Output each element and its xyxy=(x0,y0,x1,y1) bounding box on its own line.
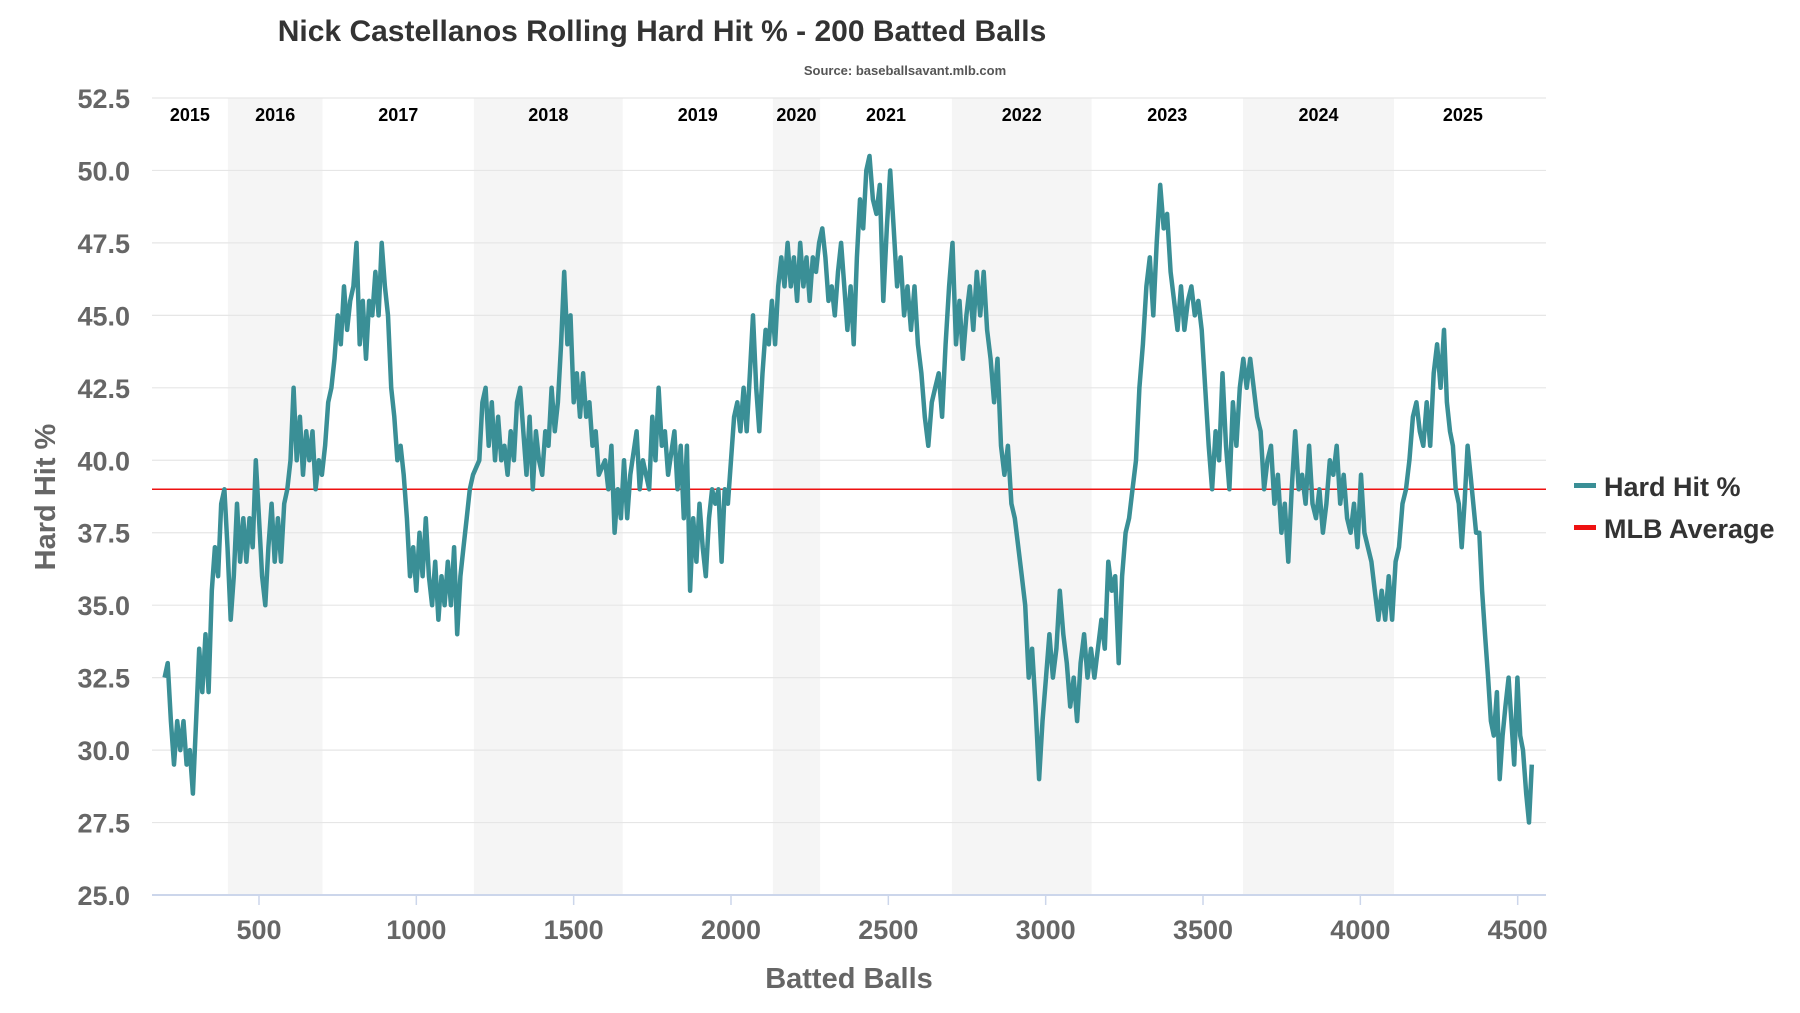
legend-label-mlb-average: MLB Average xyxy=(1604,514,1775,544)
x-tick-label: 4000 xyxy=(1330,915,1390,945)
legend-item-hard-hit[interactable]: Hard Hit % xyxy=(1574,472,1741,502)
x-axis-label: Batted Balls xyxy=(765,963,933,995)
season-label-2015: 2015 xyxy=(170,105,210,125)
y-tick-label: 45.0 xyxy=(77,301,130,331)
y-tick-label: 27.5 xyxy=(77,809,130,839)
season-label-2017: 2017 xyxy=(378,105,418,125)
y-tick-label: 50.0 xyxy=(77,156,130,186)
season-label-2016: 2016 xyxy=(255,105,295,125)
y-tick-label: 52.5 xyxy=(77,84,130,114)
x-tick-label: 2500 xyxy=(858,915,918,945)
season-labels: 2015 2016 2017 2018 2019 2020 2021 2022 2023 2024… xyxy=(170,105,1483,125)
legend-label-hard-hit: Hard Hit % xyxy=(1604,472,1741,502)
season-band-2018 xyxy=(473,98,623,895)
season-label-2022: 2022 xyxy=(1002,105,1042,125)
y-tick-label: 32.5 xyxy=(77,664,130,694)
x-tick-label: 4500 xyxy=(1488,915,1548,945)
chart-title: Nick Castellanos Rolling Hard Hit % - 20… xyxy=(278,15,1047,48)
y-tick-label: 37.5 xyxy=(77,519,130,549)
y-axis-label: Hard Hit % xyxy=(30,423,62,570)
x-tick-label: 3000 xyxy=(1016,915,1076,945)
season-label-2024: 2024 xyxy=(1298,105,1338,125)
y-tick-label: 25.0 xyxy=(77,881,130,911)
y-tick-label: 35.0 xyxy=(77,591,130,621)
season-band-2016 xyxy=(227,98,323,895)
x-tick-labels: 500 1000 1500 2000 2500 3000 3500 4000 4500 xyxy=(236,895,1548,945)
y-tick-label: 42.5 xyxy=(77,374,130,404)
season-label-2018: 2018 xyxy=(528,105,568,125)
legend-marker-hard-hit xyxy=(1574,483,1596,488)
chart-subtitle: Source: baseballsavant.mlb.com xyxy=(804,63,1006,78)
season-bands xyxy=(227,98,1395,895)
x-tick-label: 3500 xyxy=(1173,915,1233,945)
gridlines xyxy=(152,97,1546,824)
season-band-2022 xyxy=(951,98,1092,895)
season-label-2021: 2021 xyxy=(866,105,906,125)
x-tick-label: 500 xyxy=(236,915,281,945)
x-tick-label: 1500 xyxy=(544,915,604,945)
season-label-2019: 2019 xyxy=(678,105,718,125)
y-tick-label: 40.0 xyxy=(77,446,130,476)
legend-item-mlb-average[interactable]: MLB Average xyxy=(1574,514,1775,544)
season-label-2025: 2025 xyxy=(1443,105,1483,125)
season-label-2023: 2023 xyxy=(1147,105,1187,125)
legend-marker-mlb-average xyxy=(1574,525,1596,530)
y-tick-label: 30.0 xyxy=(77,736,130,766)
season-label-2020: 2020 xyxy=(776,105,816,125)
x-tick-label: 2000 xyxy=(701,915,761,945)
legend: Hard Hit % MLB Average xyxy=(1574,472,1775,544)
x-tick-label: 1000 xyxy=(386,915,446,945)
y-tick-label: 47.5 xyxy=(77,229,130,259)
hard-hit-series-line xyxy=(162,153,1535,825)
y-tick-labels: 25.0 27.5 30.0 32.5 35.0 37.5 40.0 42.5 45.0 47.5… xyxy=(77,84,130,911)
season-band-2020 xyxy=(772,98,821,895)
